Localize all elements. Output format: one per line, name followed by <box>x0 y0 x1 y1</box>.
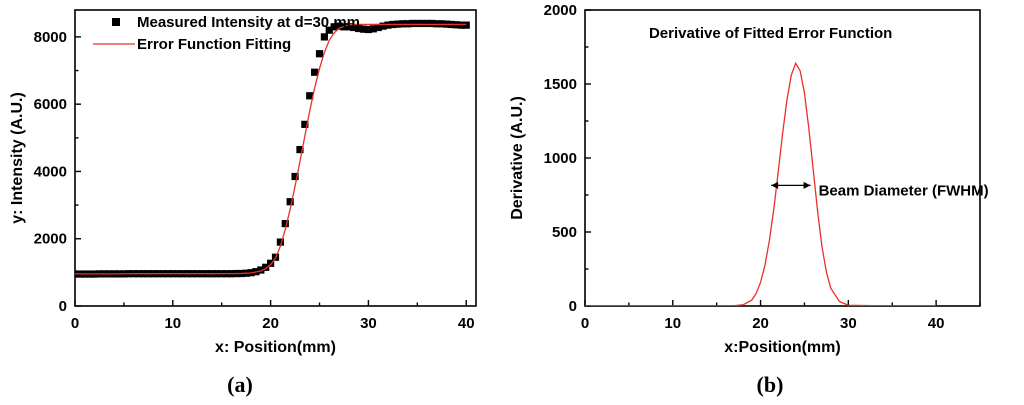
data-point <box>399 20 407 28</box>
chart-panel-0: 0 10 20 30 40 0 2000 4000 6000 8000 x: Position(mm… <box>9 9 477 397</box>
plot-frame <box>584 9 981 307</box>
data-point <box>369 25 377 33</box>
y-tick-label: 0 <box>569 298 577 315</box>
data-point <box>438 20 446 28</box>
annotation: Beam Diameter (FWHM) <box>771 181 989 199</box>
x-tick-label: 0 <box>581 315 589 332</box>
panel-label: (b) <box>757 372 784 397</box>
x-tick-label: 0 <box>71 315 79 332</box>
data-point <box>384 21 392 29</box>
x-tick-label: 10 <box>664 315 681 332</box>
y-tick-label: 8000 <box>34 29 67 46</box>
legend-marker <box>112 18 120 26</box>
data-point <box>418 19 426 28</box>
fwhm-arrow-head-right <box>803 181 811 189</box>
fwhm-arrow-head-left <box>771 181 779 189</box>
data-point <box>462 21 470 29</box>
data-point <box>267 259 275 267</box>
plot-area <box>585 61 937 306</box>
x-tick-label: 40 <box>928 315 945 332</box>
x-tick-label: 10 <box>164 315 181 332</box>
data-point <box>257 266 265 274</box>
data-point <box>433 20 441 28</box>
x-tick-label: 30 <box>840 315 857 332</box>
y-axis-label: y: Intensity (A.U.) <box>9 92 26 224</box>
x-tick-label: 20 <box>262 315 279 332</box>
y-tick-label: 0 <box>59 298 67 315</box>
data-point <box>413 19 421 28</box>
y-axis-label: Derivative (A.U.) <box>509 96 526 220</box>
y-tick-label: 2000 <box>34 231 67 248</box>
data-point <box>315 50 324 58</box>
x-axis-label: x:Position(mm) <box>724 339 840 356</box>
data-point <box>335 22 343 30</box>
y-tick-label: 500 <box>552 224 577 241</box>
legend: Measured Intensity at d=30 mm Error Funct… <box>93 14 360 53</box>
x-tick-label: 20 <box>752 315 769 332</box>
y-tick-label: 1000 <box>544 150 577 167</box>
x-axis-label: x: Position(mm) <box>215 339 336 356</box>
series-line <box>75 23 467 275</box>
data-point <box>281 219 289 228</box>
y-tick-label: 2000 <box>544 2 577 19</box>
data-point <box>408 19 417 28</box>
x-tick-label: 40 <box>458 315 475 332</box>
chart-title: Derivative of Fitted Error Function <box>649 25 892 42</box>
x-tick-label: 30 <box>360 315 377 332</box>
data-point <box>423 19 431 28</box>
annotation-label: Beam Diameter (FWHM) <box>819 182 989 199</box>
data-point <box>428 19 436 28</box>
series-markers <box>75 19 470 278</box>
data-point <box>306 92 314 100</box>
data-point <box>355 24 363 33</box>
plot-frame <box>74 9 477 307</box>
data-point <box>330 23 338 31</box>
data-point <box>296 145 304 154</box>
y-tick-label: 1500 <box>544 76 577 93</box>
chart-panel-1: 0 10 20 30 40 0 500 1000 1500 2000 x:Position(mm) D… <box>509 2 989 397</box>
legend-label: Error Function Fitting <box>137 36 291 53</box>
data-point <box>320 33 329 41</box>
data-point <box>374 23 382 32</box>
data-point <box>276 238 284 246</box>
series-line <box>585 61 937 306</box>
data-point <box>359 25 368 33</box>
data-point <box>325 26 333 34</box>
data-point <box>286 198 294 206</box>
data-point <box>311 68 319 76</box>
data-point <box>301 120 309 128</box>
panel-label: (a) <box>227 372 253 397</box>
data-point <box>403 20 412 28</box>
y-tick-label: 6000 <box>34 96 67 113</box>
plot-area <box>75 19 470 278</box>
legend-label: Measured Intensity at d=30 mm <box>137 14 360 31</box>
data-point <box>291 172 299 181</box>
data-point <box>364 25 373 34</box>
data-point <box>345 23 353 31</box>
data-point <box>457 21 465 29</box>
data-point <box>350 23 358 32</box>
y-tick-label: 4000 <box>34 163 67 180</box>
data-point <box>379 22 387 30</box>
data-point <box>262 263 270 271</box>
